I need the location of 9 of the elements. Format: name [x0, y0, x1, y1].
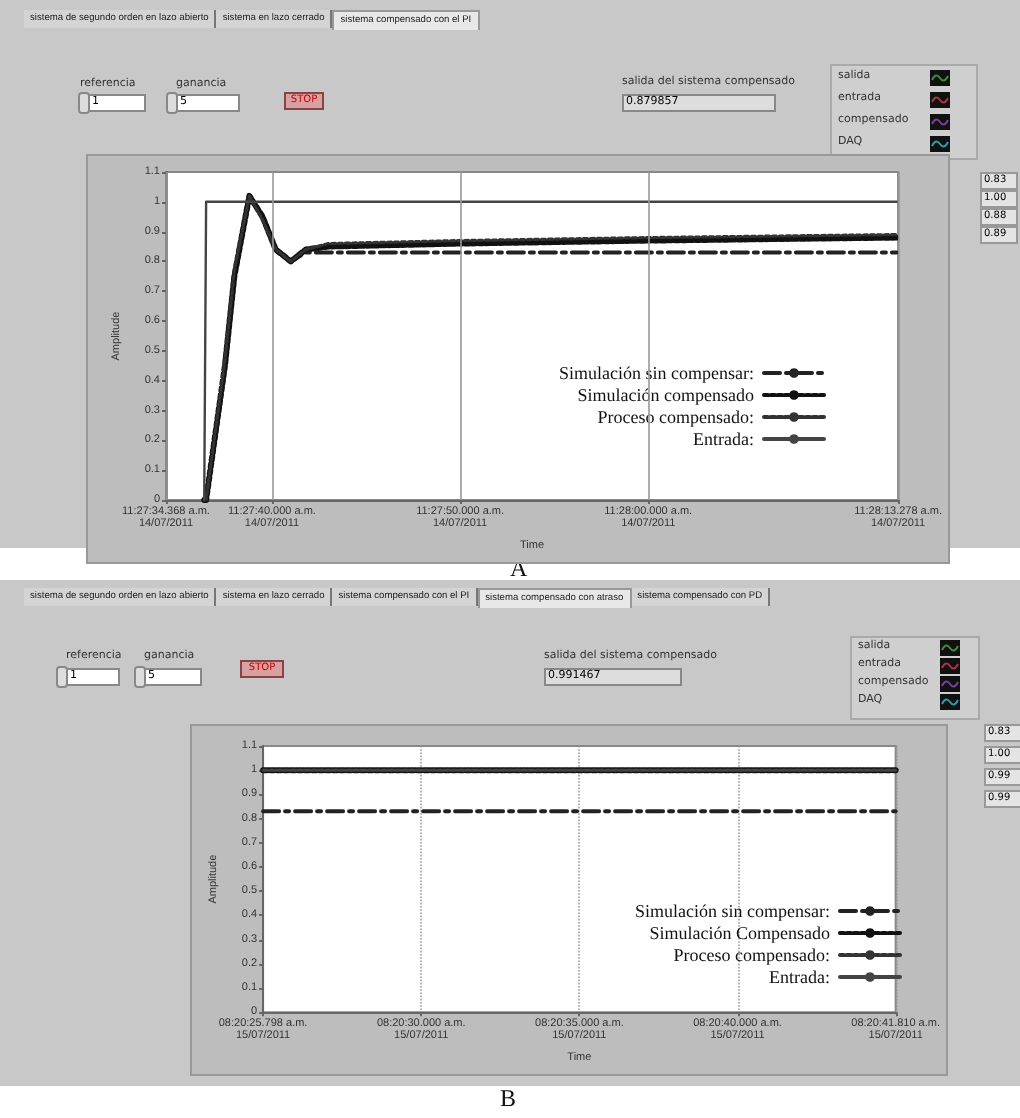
- legend-label: Simulación sin compensar:: [635, 901, 830, 921]
- text: B: [500, 1084, 517, 1114]
- legend-label: Simulación sin compensar:: [559, 363, 754, 383]
- legend-label: Proceso compensado:: [597, 407, 754, 427]
- legend-label: Simulación compensado: [577, 385, 755, 405]
- legend-label: Entrada:: [693, 429, 754, 449]
- legend-label: Proceso compensado:: [673, 945, 830, 965]
- legend-label: Entrada:: [769, 967, 830, 987]
- legend-label: Simulación Compensado: [649, 923, 831, 943]
